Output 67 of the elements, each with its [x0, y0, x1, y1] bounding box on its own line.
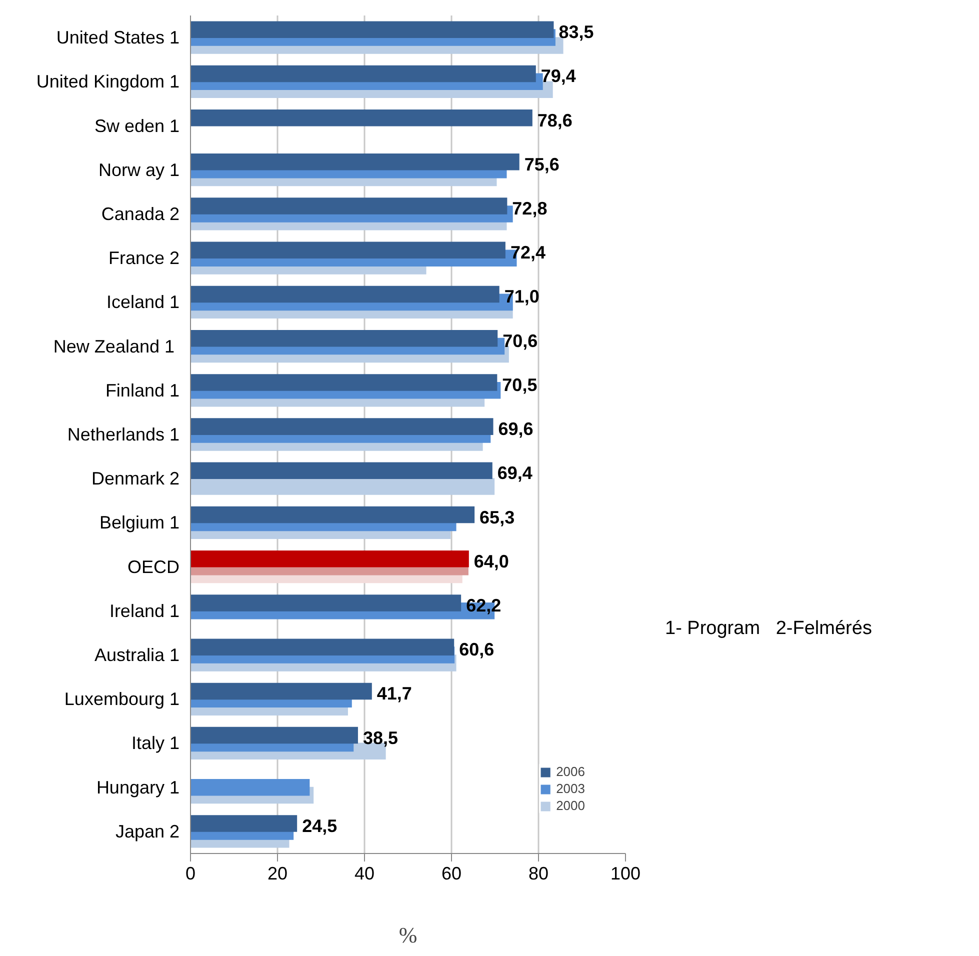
data-label: 78,6	[537, 110, 572, 130]
x-tick-label: 60	[441, 864, 462, 884]
bar	[190, 330, 498, 347]
bar	[190, 638, 454, 656]
data-label: 65,3	[480, 507, 515, 528]
data-label: 75,6	[524, 154, 560, 174]
data-label: 60,6	[459, 640, 494, 660]
bar	[190, 550, 469, 568]
y-tick-label: Iceland 1	[106, 292, 180, 312]
legend-label: 2000	[556, 798, 585, 813]
y-tick-label: Belgium 1	[99, 512, 180, 533]
y-tick-label: United States 1	[56, 28, 180, 48]
y-tick-label: Hungary 1	[96, 777, 180, 798]
data-label: 70,5	[502, 374, 538, 395]
y-tick-label: Finland 1	[105, 380, 180, 400]
bar	[190, 815, 298, 832]
data-label: 64,0	[474, 551, 509, 572]
data-label: 70,6	[502, 330, 538, 351]
y-tick-label: Denmark 2	[91, 468, 180, 489]
bar	[190, 374, 498, 391]
y-tick-label: Netherlands 1	[67, 424, 180, 444]
data-label: 38,5	[362, 728, 398, 748]
bar	[190, 778, 310, 796]
data-label: 79,4	[540, 66, 576, 86]
bar	[190, 506, 475, 524]
x-tick-label: 80	[528, 864, 549, 884]
bar	[190, 109, 532, 126]
bar	[190, 682, 372, 700]
data-label: 72,8	[512, 198, 548, 219]
x-axis-title: %	[398, 922, 418, 948]
y-tick-label: France 2	[108, 248, 180, 268]
bar	[190, 154, 520, 170]
text: 1- Program 2-Felmérés	[665, 617, 872, 641]
legend-label: 2003	[556, 781, 585, 796]
y-tick-label: OECD	[127, 556, 180, 577]
bar	[190, 286, 500, 303]
data-label: 83,5	[558, 22, 594, 42]
y-tick-label: Luxembourg 1	[64, 689, 180, 710]
y-tick-label: Norw ay 1	[98, 160, 180, 180]
data-label: 69,6	[498, 419, 534, 440]
y-tick-label: Japan 2	[115, 821, 180, 842]
bar	[190, 21, 554, 38]
data-label: 69,4	[497, 463, 532, 484]
y-tick-label: Ireland 1	[109, 600, 180, 621]
bar	[190, 726, 358, 744]
data-label: 24,5	[302, 816, 338, 836]
bar	[190, 594, 462, 612]
data-label: 72,4	[510, 242, 546, 263]
bar	[190, 198, 508, 214]
y-tick-label: New Zealand 1	[53, 336, 175, 356]
y-tick-label: Canada 2	[101, 204, 180, 224]
data-label: 41,7	[376, 684, 412, 704]
legend-label: 2006	[556, 764, 585, 779]
y-tick-label: Sw eden 1	[94, 116, 180, 136]
x-tick-label: 40	[354, 864, 375, 884]
y-tick-label: Italy 1	[131, 733, 180, 754]
bar	[190, 462, 492, 480]
bar	[190, 65, 536, 82]
bar	[190, 478, 495, 495]
data-label: 71,0	[504, 286, 540, 307]
y-tick-label: Australia 1	[94, 645, 180, 666]
x-tick-label: 20	[267, 864, 288, 884]
x-tick-label: 100	[610, 864, 641, 884]
x-tick-label: 0	[185, 864, 196, 884]
y-tick-label: United Kingdom 1	[36, 72, 180, 92]
bar	[190, 418, 494, 435]
bar	[190, 242, 506, 259]
